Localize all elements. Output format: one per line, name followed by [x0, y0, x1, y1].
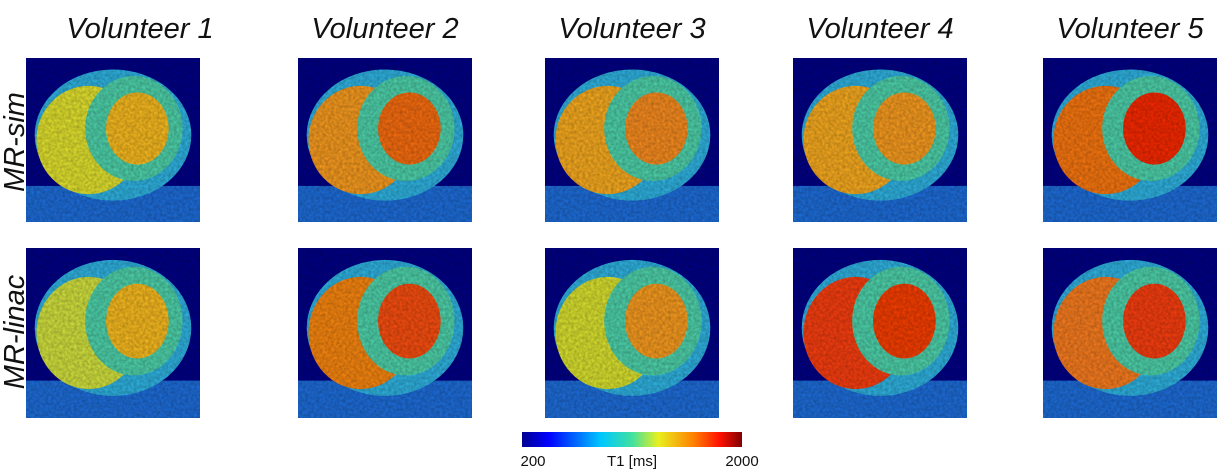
- t1-map: [793, 248, 967, 418]
- t1-map: [793, 58, 967, 222]
- column-title: Volunteer 3: [558, 13, 705, 45]
- t1-map: [545, 248, 719, 418]
- colorbar-min: 200: [520, 453, 545, 470]
- t1-map: [545, 58, 719, 222]
- noise: [298, 248, 472, 418]
- noise: [1043, 248, 1217, 418]
- row-labels: MR-sim MR-linac: [0, 92, 31, 389]
- t1-map: [26, 58, 200, 222]
- row-label: MR-sim: [0, 92, 31, 192]
- t1-map: [26, 248, 200, 418]
- t1-maps: [26, 58, 1217, 418]
- noise: [26, 58, 200, 222]
- row-label: MR-linac: [0, 274, 31, 389]
- colorbar-max: 2000: [725, 453, 758, 470]
- column-title: Volunteer 4: [806, 13, 953, 45]
- noise: [793, 248, 967, 418]
- colorbar-label: T1 [ms]: [607, 453, 657, 470]
- colorbar: [522, 432, 742, 447]
- column-title: Volunteer 5: [1056, 13, 1204, 45]
- noise: [26, 248, 200, 418]
- noise: [545, 248, 719, 418]
- column-titles: Volunteer 1 Volunteer 2 Volunteer 3 Volunte…: [66, 13, 1204, 45]
- t1-map: [1043, 58, 1217, 222]
- noise: [545, 58, 719, 222]
- t1-map: [298, 248, 472, 418]
- column-title: Volunteer 1: [66, 13, 213, 45]
- t1-map: [298, 58, 472, 222]
- column-title: Volunteer 2: [311, 13, 458, 45]
- t1-map: [1043, 248, 1217, 418]
- noise: [298, 58, 472, 222]
- noise: [793, 58, 967, 222]
- noise: [1043, 58, 1217, 222]
